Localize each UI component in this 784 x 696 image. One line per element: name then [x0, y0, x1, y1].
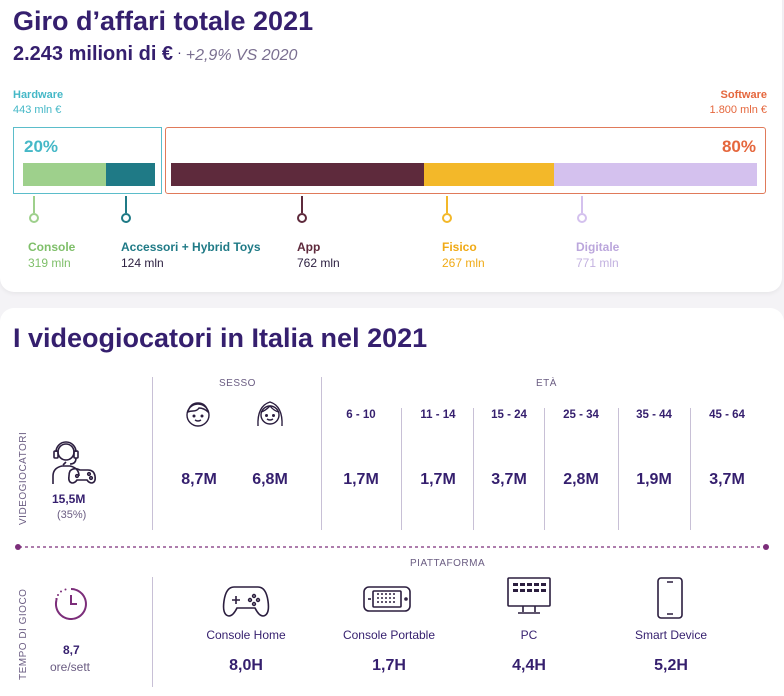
- bar-console: [23, 163, 106, 186]
- age-value: 2,8M: [563, 471, 599, 488]
- divider-age: [401, 408, 402, 530]
- age-range: 45 - 64: [709, 409, 745, 421]
- revenue-card: [0, 0, 782, 292]
- hardware-label: Hardware: [13, 89, 64, 101]
- segment-value-digitale: 771 mln: [576, 256, 619, 270]
- gamepad-icon: [222, 586, 270, 617]
- software-box: [165, 127, 766, 194]
- female-face-icon: [257, 401, 283, 427]
- revenue-total-value: 2.243 milioni di €: [13, 43, 174, 65]
- clock-icon: [54, 588, 87, 620]
- bar-app: [171, 163, 424, 186]
- divider-sex: [321, 377, 322, 530]
- age-value: 1,9M: [636, 471, 672, 488]
- playtime-unit: ore/sett: [50, 660, 91, 674]
- platform-value: 1,7H: [372, 657, 406, 674]
- software-value: 1.800 mln €: [709, 104, 767, 116]
- age-value: 1,7M: [343, 471, 379, 488]
- software-percent: 80%: [721, 137, 756, 156]
- pin-fisico: [442, 213, 452, 223]
- divider-age: [544, 408, 545, 530]
- stem-accessori: [125, 196, 127, 213]
- platform-value: 8,0H: [229, 657, 263, 674]
- playtime-total: 8,7: [63, 643, 80, 657]
- segment-label-digitale: Digitale: [576, 240, 620, 254]
- segment-value-console: 319 mln: [28, 256, 71, 270]
- bar-accessori: [106, 163, 155, 186]
- pc-monitor-icon: [507, 577, 551, 614]
- male-face-icon: [186, 402, 210, 427]
- players-title: I videogiocatori in Italia nel 2021: [13, 323, 428, 353]
- segment-value-fisico: 267 mln: [442, 256, 485, 270]
- players-total-share: (35%): [57, 509, 87, 521]
- revenue-total: 2.243 milioni di € · +2,9% VS 2020: [13, 43, 297, 66]
- stem-console: [33, 196, 35, 213]
- sex-label: SESSO: [219, 378, 256, 389]
- bar-fisico: [424, 163, 554, 186]
- divider-playtime: [152, 577, 153, 687]
- segment-value-app: 762 mln: [297, 256, 340, 270]
- stem-fisico: [446, 196, 448, 213]
- age-value: 3,7M: [709, 471, 745, 488]
- segment-label-accessori: Accessori + Hybrid Toys: [121, 240, 261, 254]
- revenue-comparison: +2,9% VS 2020: [185, 47, 298, 64]
- stem-digitale: [581, 196, 583, 213]
- pin-accessori: [121, 213, 131, 223]
- playtime-side-label: TEMPO DI GIOCO: [18, 588, 29, 680]
- hardware-percent: 20%: [24, 137, 59, 156]
- age-label: ETÀ: [536, 378, 557, 389]
- section-divider: [15, 544, 769, 550]
- segment-label-console: Console: [28, 240, 76, 254]
- handheld-console-icon: [363, 586, 411, 612]
- age-range: 15 - 24: [491, 409, 527, 421]
- pin-console: [29, 213, 39, 223]
- stem-app: [301, 196, 303, 213]
- age-value: 1,7M: [420, 471, 456, 488]
- revenue-separator: ·: [177, 44, 182, 60]
- platform-value: 5,2H: [654, 657, 688, 674]
- hardware-box: [13, 127, 162, 194]
- platform-name: Console Portable: [342, 628, 436, 642]
- smartphone-icon: [657, 577, 683, 619]
- platform-value: 4,4H: [512, 657, 546, 674]
- sex-female-value: 6,8M: [252, 471, 288, 488]
- sex-male-value: 8,7M: [181, 471, 217, 488]
- players-card: [0, 308, 784, 696]
- segment-label-app: App: [297, 240, 321, 254]
- platform-name: Console Home: [206, 628, 286, 642]
- age-range: 11 - 14: [420, 409, 456, 421]
- gamer-headset-icon: [52, 441, 96, 484]
- players-total: 15,5M: [52, 492, 86, 506]
- divider-age: [690, 408, 691, 530]
- players-side-label: VIDEOGIOCATORI: [18, 431, 29, 525]
- age-range: 35 - 44: [636, 409, 672, 421]
- divider-players: [152, 377, 153, 530]
- age-range: 25 - 34: [563, 409, 599, 421]
- revenue-title: Giro d’affari totale 2021: [13, 6, 314, 36]
- software-label: Software: [720, 89, 767, 101]
- platform-label: PIATTAFORMA: [410, 558, 486, 569]
- age-value: 3,7M: [491, 471, 527, 488]
- divider-age: [618, 408, 619, 530]
- segment-value-accessori: 124 mln: [121, 256, 164, 270]
- pin-digitale: [577, 213, 587, 223]
- pin-app: [297, 213, 307, 223]
- segment-label-fisico: Fisico: [442, 240, 477, 254]
- bar-digitale: [554, 163, 757, 186]
- hardware-value: 443 mln €: [13, 104, 62, 116]
- platform-name: Smart Device: [634, 628, 708, 642]
- divider-age: [473, 408, 474, 530]
- age-range: 6 - 10: [346, 409, 376, 421]
- platform-name: PC: [520, 628, 538, 642]
